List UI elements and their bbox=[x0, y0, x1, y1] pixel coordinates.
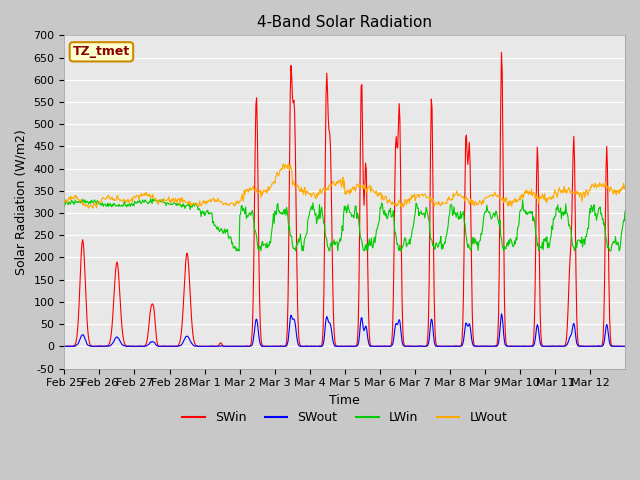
Legend: SWin, SWout, LWin, LWout: SWin, SWout, LWin, LWout bbox=[177, 406, 512, 429]
LWout bbox=[127, 197, 135, 203]
LWout bbox=[84, 205, 92, 211]
LWout bbox=[280, 161, 287, 167]
LWin bbox=[621, 208, 629, 214]
SWin bbox=[278, 343, 286, 349]
Line: LWin: LWin bbox=[65, 199, 625, 251]
Text: TZ_tmet: TZ_tmet bbox=[73, 45, 130, 59]
LWin bbox=[147, 196, 154, 202]
SWout bbox=[229, 343, 237, 349]
SWout bbox=[278, 343, 286, 349]
SWin bbox=[257, 336, 265, 342]
Line: SWin: SWin bbox=[65, 53, 625, 346]
Line: SWout: SWout bbox=[65, 314, 625, 346]
LWin bbox=[259, 239, 266, 244]
SWin bbox=[621, 343, 629, 349]
LWin bbox=[126, 204, 134, 209]
Title: 4-Band Solar Radiation: 4-Band Solar Radiation bbox=[257, 15, 432, 30]
LWout bbox=[61, 200, 68, 206]
SWout bbox=[61, 343, 68, 349]
LWout bbox=[230, 203, 238, 209]
LWout bbox=[621, 183, 629, 189]
SWout bbox=[257, 343, 265, 348]
SWout bbox=[403, 343, 410, 349]
SWout bbox=[434, 343, 442, 349]
LWin bbox=[232, 248, 240, 254]
SWin bbox=[126, 343, 134, 349]
LWout bbox=[279, 161, 287, 167]
LWout bbox=[435, 201, 443, 206]
LWout bbox=[404, 196, 412, 202]
SWout bbox=[498, 311, 506, 317]
SWin bbox=[229, 343, 237, 349]
LWin bbox=[230, 245, 238, 251]
LWin bbox=[61, 204, 68, 209]
SWin bbox=[61, 343, 68, 349]
Line: LWout: LWout bbox=[65, 164, 625, 208]
SWin bbox=[498, 50, 506, 56]
SWin bbox=[434, 343, 442, 349]
LWin bbox=[435, 239, 443, 245]
SWin bbox=[403, 343, 410, 349]
X-axis label: Time: Time bbox=[330, 394, 360, 407]
LWin bbox=[280, 207, 287, 213]
SWout bbox=[621, 343, 629, 349]
Y-axis label: Solar Radiation (W/m2): Solar Radiation (W/m2) bbox=[15, 129, 28, 275]
LWin bbox=[404, 240, 412, 246]
LWout bbox=[258, 189, 266, 194]
SWout bbox=[126, 343, 134, 349]
